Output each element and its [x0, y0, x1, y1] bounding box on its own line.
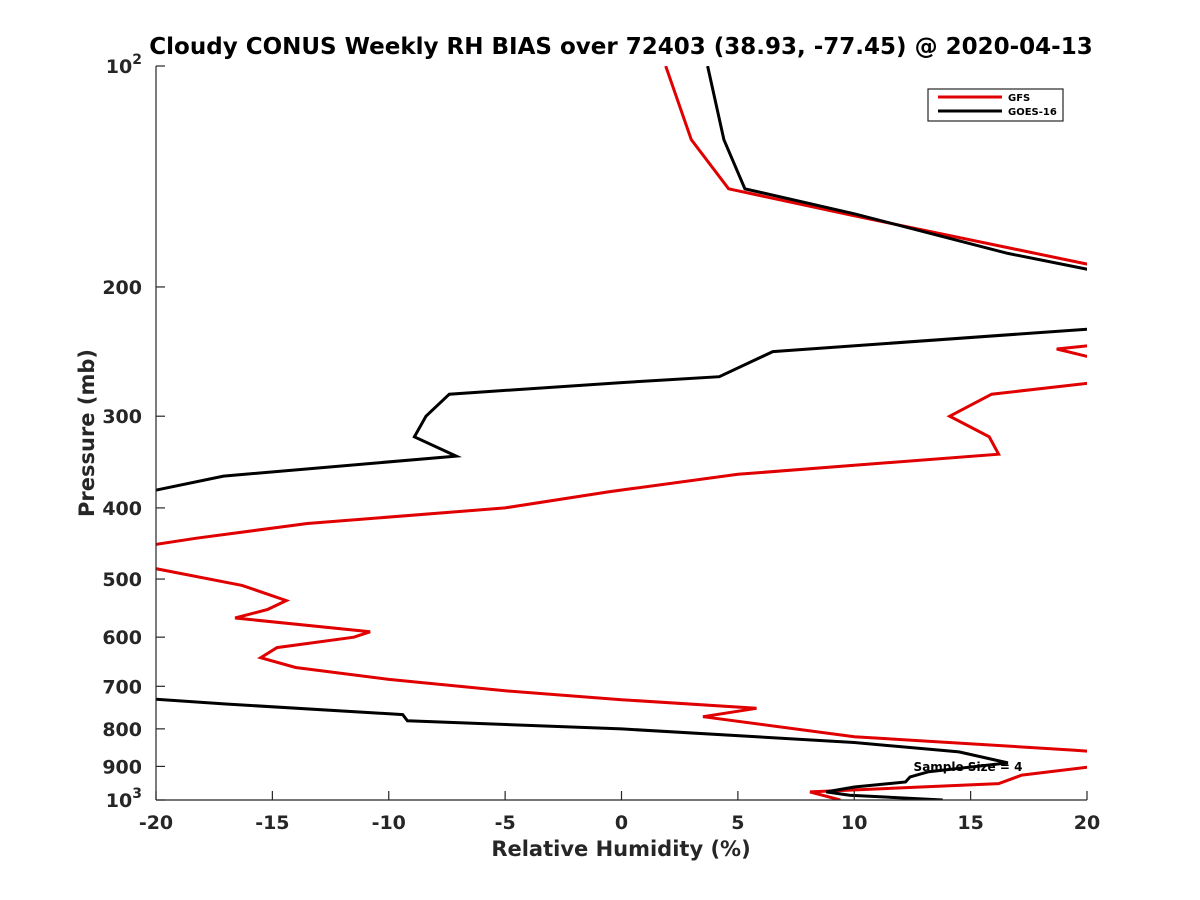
- series-line-goes-16: [156, 66, 1087, 800]
- y-tick-label: 500: [102, 569, 142, 591]
- legend-box: [927, 88, 1064, 122]
- y-tick-label: 102: [106, 52, 142, 78]
- y-axis-title: Pressure (mb): [75, 349, 99, 517]
- legend-label: GFS: [1008, 93, 1030, 104]
- series-line-gfs: [156, 66, 1087, 800]
- y-tick-label: 400: [102, 498, 142, 520]
- x-tick-label: -5: [495, 812, 516, 834]
- y-tick-label: 600: [102, 627, 142, 649]
- legend: GFS GOES-16: [927, 88, 1064, 122]
- axes: [155, 65, 1088, 801]
- x-tick-label: 15: [957, 812, 983, 834]
- x-axis-title: Relative Humidity (%): [491, 837, 750, 861]
- sample-size-annotation: Sample Size = 4: [914, 760, 1023, 774]
- x-tick-label: -10: [372, 812, 406, 834]
- x-tick-label: 0: [615, 812, 628, 834]
- x-tick-label: 20: [1074, 812, 1100, 834]
- x-tick-label: -20: [139, 812, 173, 834]
- y-tick-label: 700: [102, 676, 142, 698]
- y-tick-label: 800: [102, 719, 142, 741]
- x-tick-label: 5: [731, 812, 744, 834]
- y-tick-label: 103: [106, 786, 142, 812]
- y-tick-label: 300: [102, 406, 142, 428]
- series-layer: [156, 66, 1087, 800]
- chart-title: Cloudy CONUS Weekly RH BIAS over 72403 (…: [149, 34, 1092, 60]
- y-tick-label: 900: [102, 756, 142, 778]
- legend-label: GOES-16: [1008, 107, 1057, 118]
- x-tick-label: 10: [841, 812, 867, 834]
- y-tick-label: 200: [102, 277, 142, 299]
- x-tick-label: -15: [255, 812, 289, 834]
- tick-labels: -20 -15 -10 -5 0 5 10 15 20 102 200 300 400 500 600 700…: [102, 52, 1100, 834]
